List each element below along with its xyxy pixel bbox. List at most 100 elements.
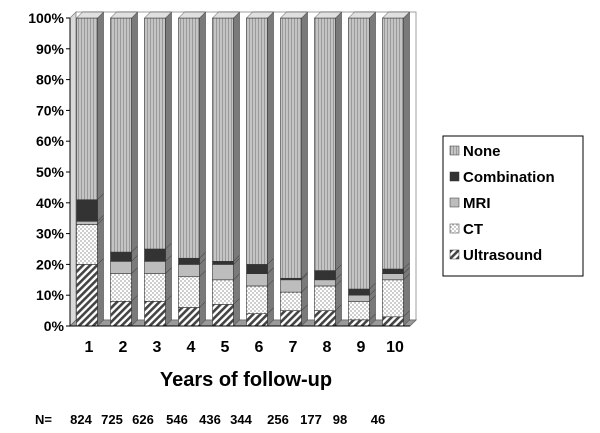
bar-top-year-2 (109, 11, 139, 19)
n-value-year-1: 824 (70, 412, 92, 427)
bar-ultrasound-year-1 (76, 264, 98, 327)
bar-none-year-3-side (165, 11, 172, 250)
x-tick-label: 2 (119, 339, 128, 356)
bar-ultrasound-year-9 (348, 319, 370, 327)
bar-mri-year-9 (348, 294, 370, 302)
bar-top-year-5 (211, 11, 241, 19)
y-tick-label: 20% (36, 256, 65, 272)
bar-ct-year-10-side (403, 273, 410, 318)
y-tick-label: 60% (36, 133, 65, 149)
axes: 0% 10% 20% 30% 40% 50% 60% 70% 80% 90% 100% 1 2 3 4 5 6 7… (28, 10, 410, 356)
bar-none-year-9 (348, 17, 370, 290)
bar-ultrasound-year-10 (382, 316, 404, 327)
bar-none-year-4 (178, 17, 200, 259)
bar-ultrasound-year-7 (280, 310, 302, 327)
bar-mri-year-10 (382, 273, 404, 281)
bar-ct-year-7 (280, 291, 302, 311)
n-value-year-2: 725 (101, 412, 123, 427)
y-tick-label: 90% (36, 41, 65, 57)
y-tick-label: 30% (36, 226, 65, 242)
bar-none-year-8 (314, 17, 336, 271)
n-value-year-8: 177 (300, 412, 322, 427)
bar-ultrasound-year-4 (178, 307, 200, 327)
bar-top-year-1 (75, 11, 105, 19)
bars (75, 11, 411, 327)
bar-mri-year-5 (212, 264, 234, 281)
bar-top-year-6 (245, 11, 275, 19)
x-tick-label: 3 (153, 339, 162, 356)
bar-mri-year-3 (144, 261, 166, 274)
bar-mri-year-2 (110, 261, 132, 274)
bar-combination-year-9 (348, 288, 370, 296)
n-value-year-3: 626 (132, 412, 154, 427)
legend-label: CT (463, 221, 483, 238)
bar-ct-year-6 (246, 285, 268, 314)
n-value-year-7: 256 (267, 412, 289, 427)
bar-ultrasound-year-3 (144, 301, 166, 327)
bar-stack-year-1 (75, 11, 105, 327)
x-tick-label: 8 (323, 339, 332, 356)
bar-none-year-2-side (131, 11, 138, 253)
bar-ct-year-1 (76, 224, 98, 265)
n-value-year-5: 436 (199, 412, 221, 427)
legend-swatch (449, 145, 460, 156)
bar-mri-year-8 (314, 279, 336, 287)
bar-ultrasound-year-1-side (97, 257, 104, 327)
bar-combination-year-8 (314, 270, 336, 281)
bar-stack-year-6 (245, 11, 275, 327)
bar-combination-year-3 (144, 248, 166, 262)
bar-none-year-5-side (233, 11, 240, 262)
bar-mri-year-1 (76, 220, 98, 225)
bar-stack-year-4 (177, 11, 207, 327)
bar-none-year-7 (280, 17, 302, 279)
bar-ct-year-4-side (199, 270, 206, 309)
bar-ultrasound-year-2 (110, 301, 132, 327)
legend-swatch (449, 249, 460, 260)
bar-mri-year-7 (280, 279, 302, 293)
bar-none-year-7-side (301, 11, 308, 279)
legend-box (442, 135, 584, 277)
y-tick-label: 50% (36, 164, 65, 180)
x-tick-label: 1 (85, 339, 94, 356)
legend-item-none: None (449, 143, 501, 160)
bar-ultrasound-year-8 (314, 310, 336, 327)
left-wall (69, 11, 77, 327)
bar-ct-year-10 (382, 279, 404, 318)
legend-label: Ultrasound (463, 247, 542, 264)
bar-combination-year-1 (76, 199, 98, 222)
bar-none-year-10-side (403, 11, 410, 270)
n-prefix: N= (35, 412, 52, 427)
y-tick-label: 70% (36, 102, 65, 118)
bar-top-year-10 (381, 11, 411, 19)
bar-stack-year-5 (211, 11, 241, 327)
bar-none-year-8-side (335, 11, 342, 272)
legend-label: MRI (463, 195, 491, 212)
legend-label: Combination (463, 169, 555, 186)
n-value-year-10: 46 (371, 412, 385, 427)
n-value-year-9: 98 (333, 412, 347, 427)
bar-mri-year-6 (246, 273, 268, 287)
bar-ct-year-1-side (97, 217, 104, 266)
legend-swatch (449, 197, 460, 208)
bar-stack-year-10 (381, 11, 411, 327)
bar-none-year-2 (110, 17, 132, 253)
bar-combination-year-5 (212, 261, 234, 265)
legend-item-combination: Combination (449, 169, 555, 186)
bar-top-year-3 (143, 11, 173, 19)
bar-combination-year-4 (178, 257, 200, 265)
bar-stack-year-7 (279, 11, 309, 327)
y-tick-label: 0% (44, 318, 65, 334)
bar-none-year-6 (246, 17, 268, 265)
x-tick-label: 10 (386, 339, 404, 356)
bar-none-year-3 (144, 17, 166, 250)
bar-ct-year-9 (348, 301, 370, 321)
x-tick-label: 4 (187, 339, 196, 356)
bar-none-year-4-side (199, 11, 206, 259)
sample-size-row: N= 824 725 626 546 436 344 256 177 98 46 (35, 412, 385, 427)
bar-ct-year-5 (212, 279, 234, 305)
bar-none-year-1-side (97, 11, 104, 201)
bar-top-year-4 (177, 11, 207, 19)
x-tick-label: 5 (221, 339, 230, 356)
legend-swatch (449, 223, 460, 234)
